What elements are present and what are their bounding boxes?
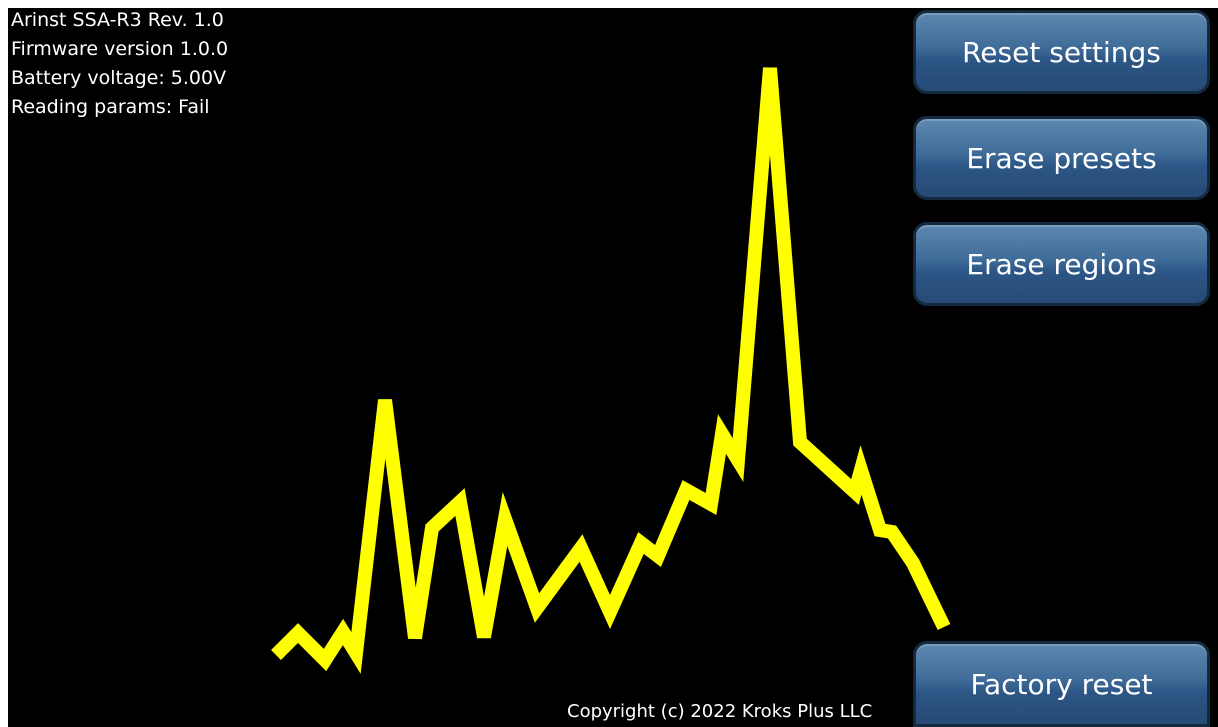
firmware-version-text: Firmware version 1.0.0: [11, 38, 229, 60]
battery-voltage-text: Battery voltage: 5.00V: [11, 67, 227, 89]
reading-params-line: Reading params: Fail: [11, 93, 228, 122]
reading-params-status: Fail: [178, 96, 210, 118]
spectrum-trace: [271, 67, 951, 674]
copyright-text: Copyright (c) 2022 Kroks Plus LLC: [567, 701, 873, 722]
reading-params-label: Reading params:: [11, 96, 173, 118]
erase-presets-button[interactable]: Erase presets: [913, 116, 1210, 200]
erase-regions-button[interactable]: Erase regions: [913, 222, 1210, 306]
device-info-panel: Arinst SSA-R3 Rev. 1.0 Firmware version …: [11, 6, 228, 122]
screen-edge-top: [0, 0, 1218, 8]
factory-reset-button[interactable]: Factory reset: [913, 641, 1210, 727]
reset-settings-button[interactable]: Reset settings: [913, 10, 1210, 94]
device-model-text: Arinst SSA-R3 Rev. 1.0: [11, 9, 224, 31]
screen-edge-left: [0, 0, 8, 727]
